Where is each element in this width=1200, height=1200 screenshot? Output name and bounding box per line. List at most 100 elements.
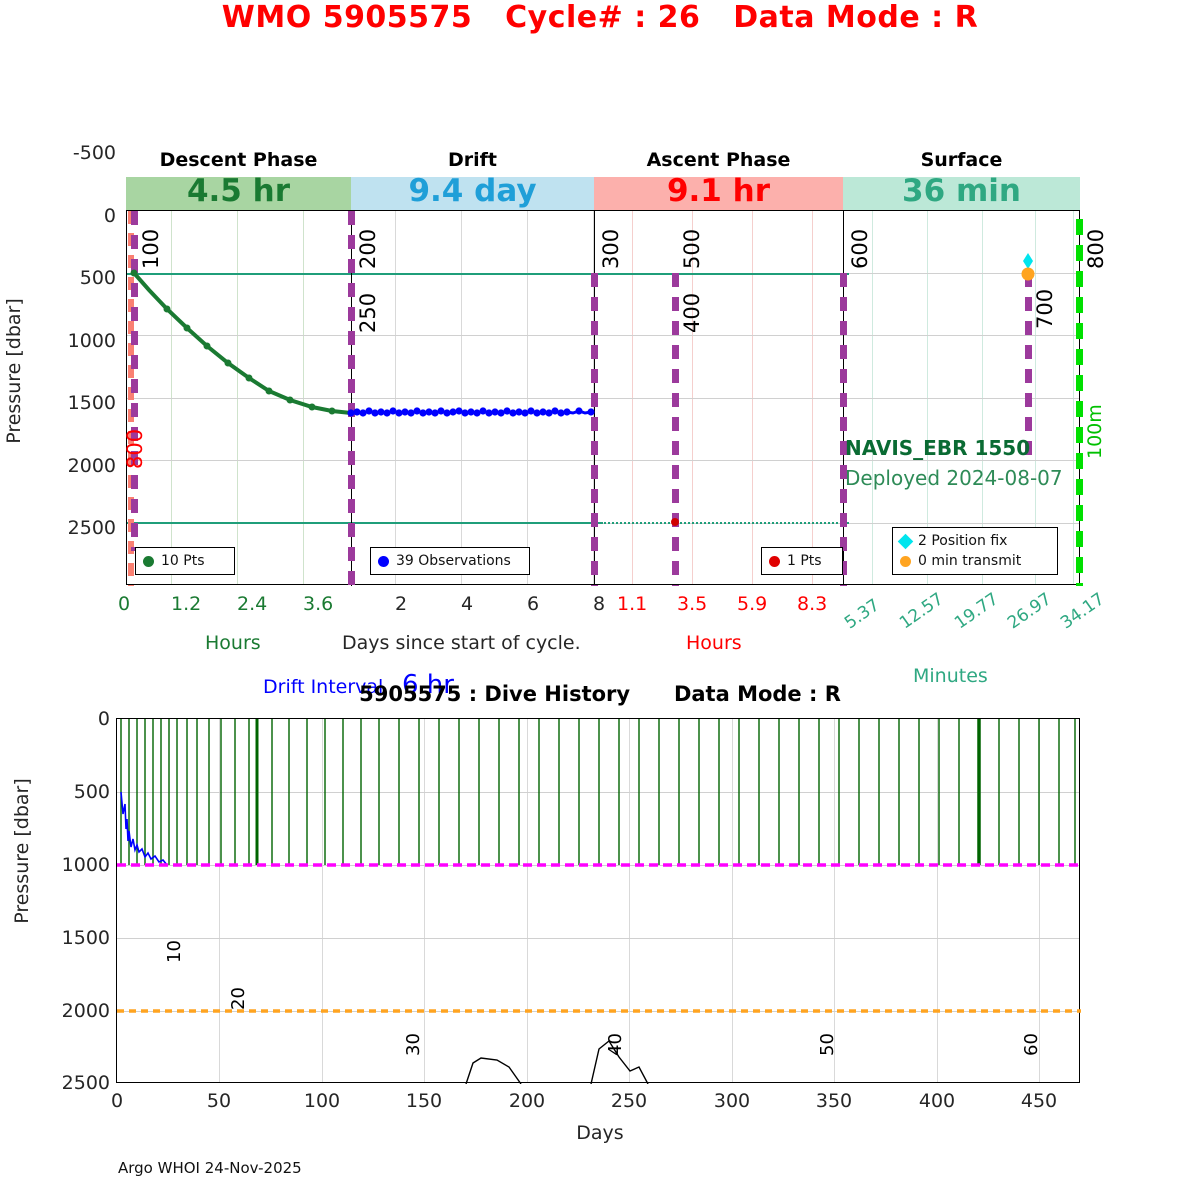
x-axis-label-ascent: Hours: [686, 632, 742, 654]
x-axis-label-surface: Minutes: [913, 665, 988, 687]
transmit-circle-icon: [1021, 267, 1035, 281]
cycle-detail-panel: Descent Phase Drift Ascent Phase Surface…: [0, 60, 1200, 700]
x-tick-ascent-1: 3.5: [677, 593, 708, 615]
legend-label-transmit: 0 min transmit: [918, 553, 1022, 569]
legend-drift: 39 Observations: [370, 547, 530, 575]
dive-history-plot-area: 10 20 30 40 50 60: [116, 718, 1081, 1084]
phase-duration-ascent: 9.1 hr: [666, 173, 771, 209]
footer-credit: Argo WHOI 24-Nov-2025: [118, 1159, 302, 1177]
dive-history-title: 5905575 : Dive History Data Mode : R: [359, 682, 841, 706]
cycle-marker-20: 20: [228, 987, 249, 1010]
x-axis-label-bot: Days: [576, 1122, 624, 1144]
y-tick-top-2: 500: [79, 267, 116, 289]
event-line-700: [1025, 273, 1032, 463]
float-deployed-label: Deployed 2024-08-07: [845, 466, 1063, 490]
event-label-500: 500: [680, 228, 704, 269]
x-axis-label-descent: Hours: [205, 632, 261, 654]
legend-marker-transmit: [900, 555, 911, 567]
legend-label-ascent: 1 Pts: [787, 553, 822, 569]
x-tick-drift-2: 6: [527, 593, 540, 615]
y-tick-top-6: 2500: [67, 517, 116, 539]
x-tick-surface-0: 5.37: [841, 595, 884, 634]
y-tick-top-1: 0: [103, 205, 116, 227]
x-tick-descent-1: 1.2: [171, 593, 202, 615]
descent-trajectory: [130, 269, 352, 415]
event-label-700: 700: [1033, 288, 1057, 329]
y-tick-bot-1: 500: [73, 781, 110, 803]
cycle-marker-50: 50: [817, 1033, 838, 1056]
y-tick-bot-0: 0: [97, 708, 110, 730]
y-tick-top-5: 2000: [67, 455, 116, 477]
x-axis-label-drift: Days since start of cycle.: [342, 632, 581, 654]
position-fix-diamond-icon: [1023, 253, 1033, 269]
x-tick-surface-1: 12.57: [896, 589, 948, 634]
event-label-100: 100: [139, 228, 163, 269]
drift-observations: [347, 407, 595, 417]
x-tick-bot-7: 350: [815, 1090, 853, 1112]
x-tick-drift-1: 4: [461, 593, 474, 615]
phase-name-ascent: Ascent Phase: [646, 149, 791, 171]
x-tick-ascent-2: 5.9: [737, 593, 768, 615]
x-tick-surface-2: 19.77: [951, 589, 1003, 634]
annotation-trace-1: [465, 1057, 522, 1084]
x-tick-descent-2: 2.4: [237, 593, 268, 615]
profile-depth-line: [127, 522, 601, 524]
event-line-800: [1076, 219, 1083, 586]
dive-history-panel: 5905575 : Dive History Data Mode : R: [0, 660, 1200, 1200]
y-tick-top-3: 1000: [67, 330, 116, 352]
y-tick-top-0: -500: [72, 142, 116, 164]
x-tick-surface-4: 34.17: [1057, 589, 1109, 634]
x-tick-bot-1: 50: [206, 1090, 232, 1112]
x-tick-bot-5: 250: [610, 1090, 648, 1112]
legend-marker-position-fix: [897, 533, 914, 549]
x-tick-descent-3: 3.6: [303, 593, 334, 615]
y-tick-bot-3: 1500: [61, 927, 110, 949]
page-title: WMO 5905575 Cycle# : 26 Data Mode : R: [221, 0, 979, 35]
phase-band-ascent: 9.1 hr: [594, 173, 843, 210]
x-tick-drift-3: 8: [593, 593, 606, 615]
cycle-marker-60: 60: [1021, 1033, 1042, 1056]
cycle-detail-plot-area: 100 200 250 300 400 500 600 700 800 800 …: [123, 210, 1108, 586]
phase-name-surface: Surface: [920, 149, 1003, 171]
profile-depth-line-dotted: [601, 522, 849, 524]
phase-name-descent: Descent Phase: [159, 149, 318, 171]
surface-markers: [1021, 253, 1035, 281]
x-tick-drift-0: 2: [395, 593, 408, 615]
legend-marker-descent: [143, 555, 154, 567]
legend-marker-drift: [378, 555, 389, 567]
event-label-250: 250: [356, 292, 380, 333]
event-label-200: 200: [356, 228, 380, 269]
legend-label-descent: 10 Pts: [161, 553, 205, 569]
y-tick-bot-2: 1000: [61, 854, 110, 876]
y-tick-bot-5: 2500: [61, 1072, 110, 1094]
cycle-marker-30: 30: [403, 1033, 424, 1056]
y-tick-bot-4: 2000: [61, 1000, 110, 1022]
x-tick-bot-0: 0: [110, 1090, 124, 1112]
x-tick-bot-3: 150: [405, 1090, 443, 1112]
surface-reference-line: [127, 273, 849, 275]
annotation-trace-2: [590, 1039, 649, 1084]
x-tick-bot-2: 100: [303, 1090, 341, 1112]
event-label-800: 800: [1084, 228, 1108, 269]
cycle-marker-10: 10: [164, 940, 185, 963]
legend-label-position-fix: 2 Position fix: [918, 533, 1008, 549]
ascent-point: [671, 518, 679, 526]
y-axis-label-top: Pressure [dbar]: [3, 298, 25, 444]
x-tick-descent-0: 0: [118, 593, 131, 615]
depth-label-100m: 100m: [1084, 404, 1106, 459]
legend-descent: 10 Pts: [135, 547, 235, 575]
phase-band-surface: 36 min: [843, 173, 1080, 210]
x-tick-ascent-3: 8.3: [797, 593, 828, 615]
early-drift-trace: [120, 791, 168, 866]
event-label-300: 300: [599, 228, 623, 269]
event-line-400: [672, 273, 679, 586]
legend-label-drift: 39 Observations: [396, 553, 511, 569]
phase-duration-surface: 36 min: [902, 173, 1021, 209]
drift-interval-label: Drift Interval: [263, 676, 384, 698]
drift-interval-value: 6 hr: [402, 670, 454, 700]
phase-band-descent: 4.5 hr: [126, 173, 351, 210]
dive-history-traces: [117, 719, 1081, 1084]
y-axis-label-bot: Pressure [dbar]: [11, 778, 33, 924]
phase-duration-descent: 4.5 hr: [186, 173, 291, 209]
phase-band-drift: 9.4 day: [351, 175, 594, 210]
